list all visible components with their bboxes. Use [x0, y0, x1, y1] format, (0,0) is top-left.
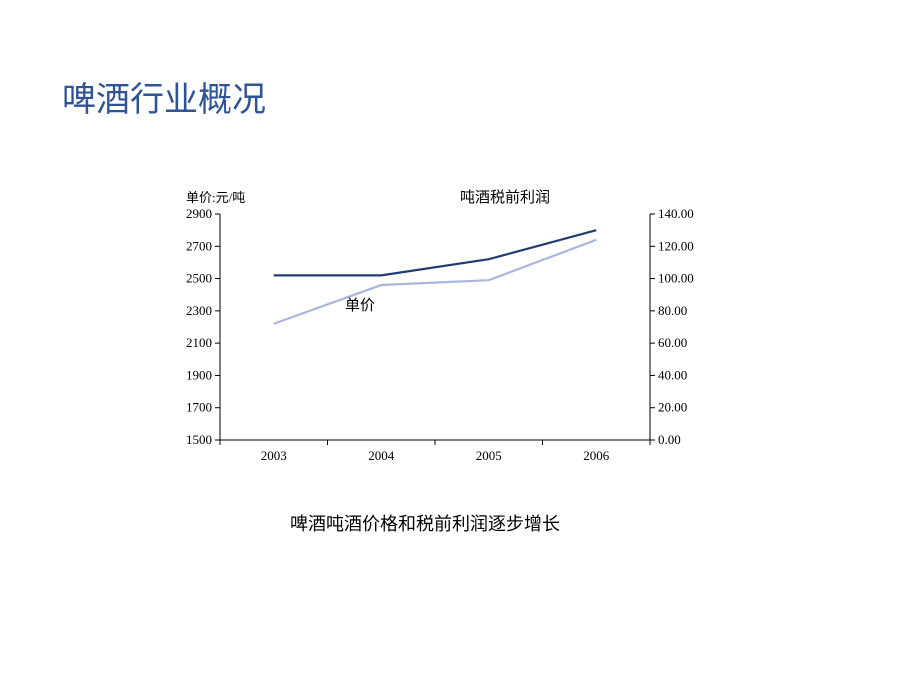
svg-text:2004: 2004 — [368, 448, 395, 463]
svg-text:吨酒税前利润: 吨酒税前利润 — [460, 189, 550, 206]
svg-text:1500: 1500 — [186, 432, 212, 447]
svg-text:100.00: 100.00 — [658, 271, 694, 286]
svg-text:2300: 2300 — [186, 303, 212, 318]
svg-text:2005: 2005 — [476, 448, 502, 463]
svg-text:80.00: 80.00 — [658, 303, 687, 318]
svg-text:20.00: 20.00 — [658, 400, 687, 415]
svg-text:2100: 2100 — [186, 335, 212, 350]
svg-text:2700: 2700 — [186, 238, 212, 253]
svg-text:单价: 单价 — [345, 297, 375, 314]
svg-text:1700: 1700 — [186, 400, 212, 415]
svg-text:2500: 2500 — [186, 271, 212, 286]
svg-text:0.00: 0.00 — [658, 432, 681, 447]
svg-text:60.00: 60.00 — [658, 335, 687, 350]
chart-container: 1500 1700 1900 2100 2300 2500 2700 2900单价:元/吨 0.… — [150, 182, 710, 482]
slide: 啤酒行业概况 15001700190021002300250027002900单… — [0, 0, 920, 690]
svg-text:40.00: 40.00 — [658, 367, 687, 382]
svg-text:单价:元/吨: 单价:元/吨 — [186, 190, 245, 205]
svg-text:140.00: 140.00 — [658, 206, 694, 221]
svg-text:2900: 2900 — [186, 206, 212, 221]
chart-caption: 啤酒吨酒价格和税前利润逐步增长 — [290, 510, 560, 536]
line-chart: 1500 1700 1900 2100 2300 2500 2700 2900单价:元/吨 0.… — [150, 182, 710, 482]
svg-text:1900: 1900 — [186, 367, 212, 382]
svg-text:120.00: 120.00 — [658, 238, 694, 253]
page-title: 啤酒行业概况 — [62, 72, 266, 121]
svg-text:2003: 2003 — [261, 448, 287, 463]
svg-text:2006: 2006 — [583, 448, 610, 463]
